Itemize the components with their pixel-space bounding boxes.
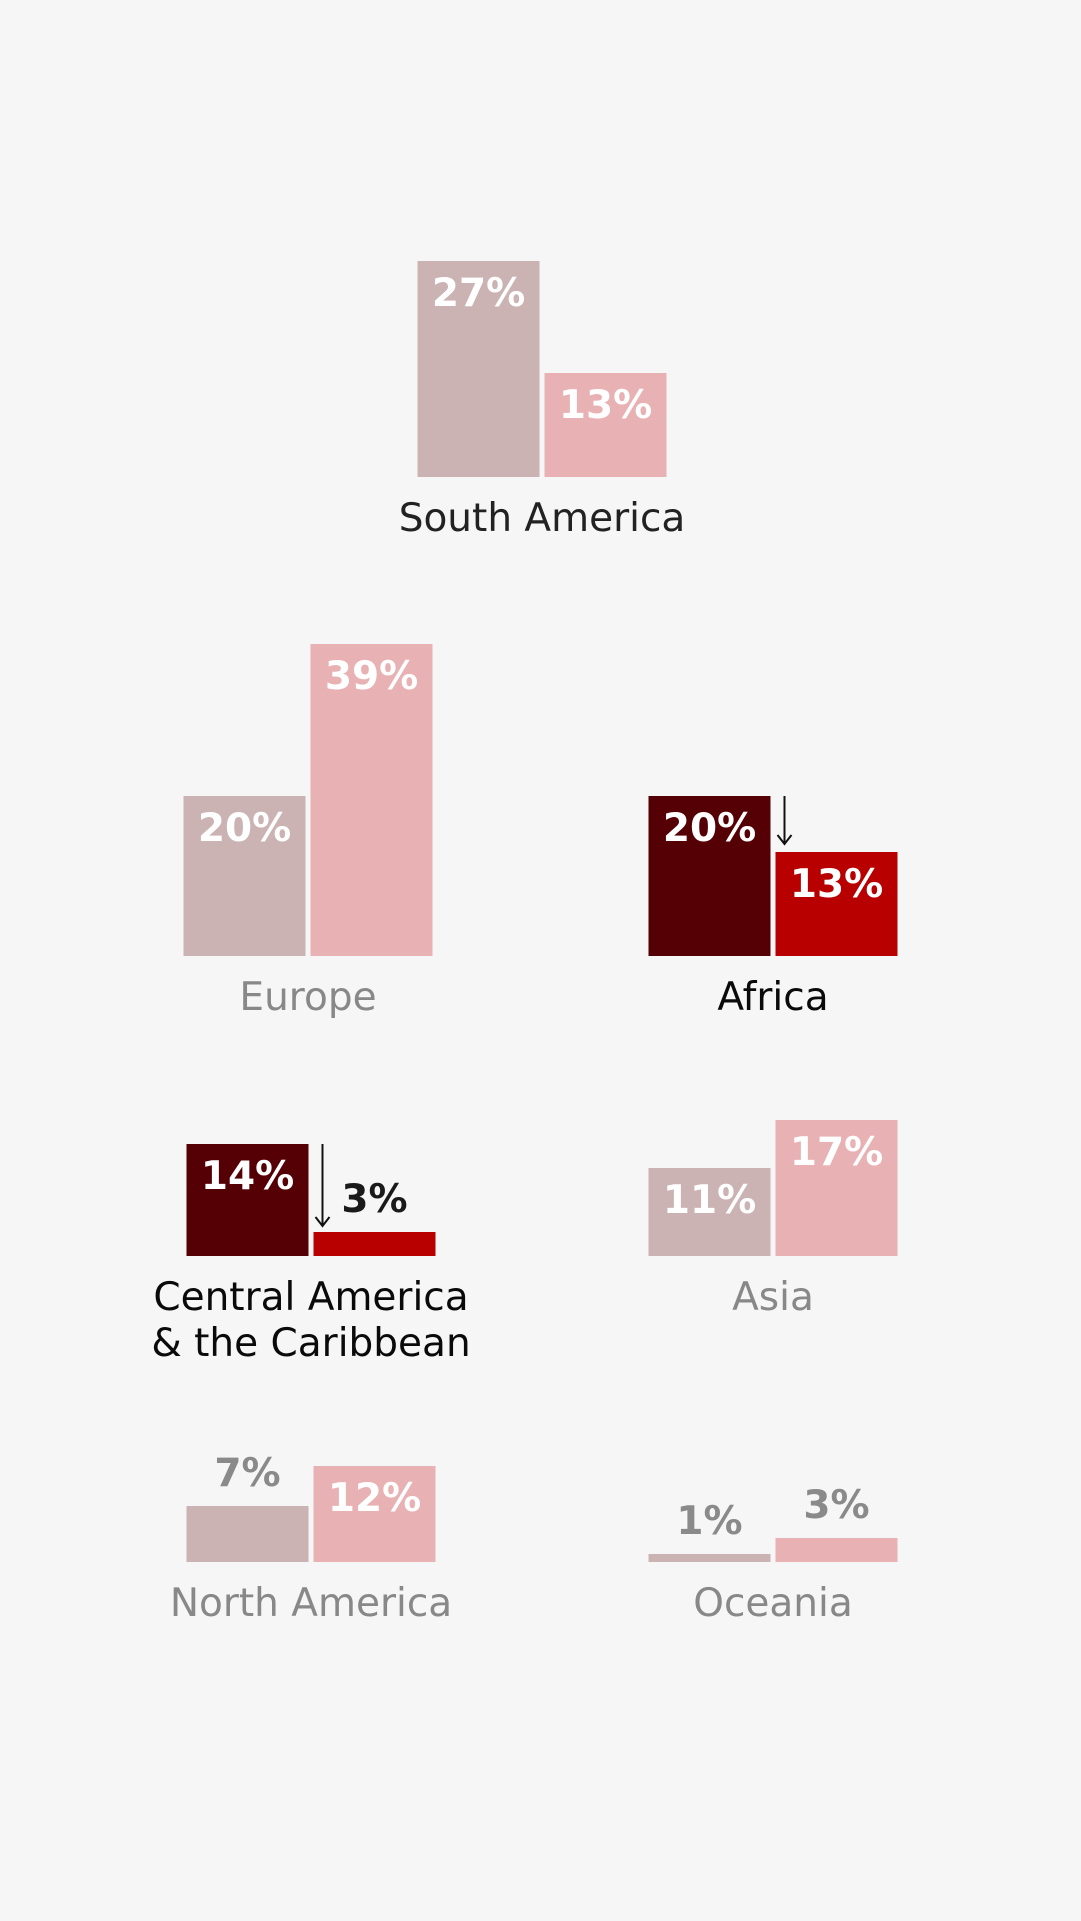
oceania-bar-1: [648, 1554, 771, 1562]
africa-value-label-2: 13%: [790, 862, 883, 907]
north-america-region-name: North America: [170, 1581, 452, 1626]
europe-bar-1: [183, 796, 306, 956]
asia-value-label-1: 11%: [663, 1178, 756, 1223]
south-america-value-label-1: 27%: [432, 271, 525, 316]
asia-bar-1: [648, 1168, 771, 1256]
south-america-region-name: South America: [399, 496, 686, 541]
north-america-value-label-2: 12%: [328, 1476, 421, 1521]
oceania-value-label-2: 3%: [803, 1483, 869, 1528]
europe-value-label-1: 20%: [198, 806, 291, 851]
central-america-and-the-caribbean-decrease-arrow-head: [314, 1216, 331, 1228]
africa-bar-2: [775, 852, 898, 956]
africa-bar-1: [648, 796, 771, 956]
asia-bar-2: [775, 1120, 898, 1256]
central-america-and-the-caribbean-region-name-line-1: Central America: [153, 1275, 468, 1320]
north-america-bar-1: [186, 1506, 309, 1562]
europe-region-name: Europe: [239, 975, 376, 1020]
asia-region-name: Asia: [732, 1275, 814, 1320]
central-america-and-the-caribbean-region-name-line-2: & the Caribbean: [151, 1321, 470, 1366]
central-america-and-the-caribbean-bar-2: [313, 1232, 436, 1256]
africa-region-name: Africa: [717, 975, 828, 1020]
central-america-and-the-caribbean-value-label-2: 3%: [341, 1177, 407, 1222]
africa-value-label-1: 20%: [663, 806, 756, 851]
oceania-bar-2: [775, 1538, 898, 1562]
africa-decrease-arrow-head: [776, 834, 793, 846]
north-america-bar-2: [313, 1466, 436, 1562]
south-america-bar-1: [417, 261, 540, 477]
central-america-and-the-caribbean-value-label-1: 14%: [201, 1154, 294, 1199]
oceania-region-name: Oceania: [693, 1581, 853, 1626]
south-america-bar-2: [544, 373, 667, 477]
north-america-value-label-1: 7%: [214, 1451, 280, 1496]
oceania-value-label-1: 1%: [676, 1499, 742, 1544]
central-america-and-the-caribbean-bar-1: [186, 1144, 309, 1256]
europe-bar-2: [310, 644, 433, 956]
asia-value-label-2: 17%: [790, 1130, 883, 1175]
south-america-value-label-2: 13%: [559, 383, 652, 428]
europe-value-label-2: 39%: [325, 654, 418, 699]
